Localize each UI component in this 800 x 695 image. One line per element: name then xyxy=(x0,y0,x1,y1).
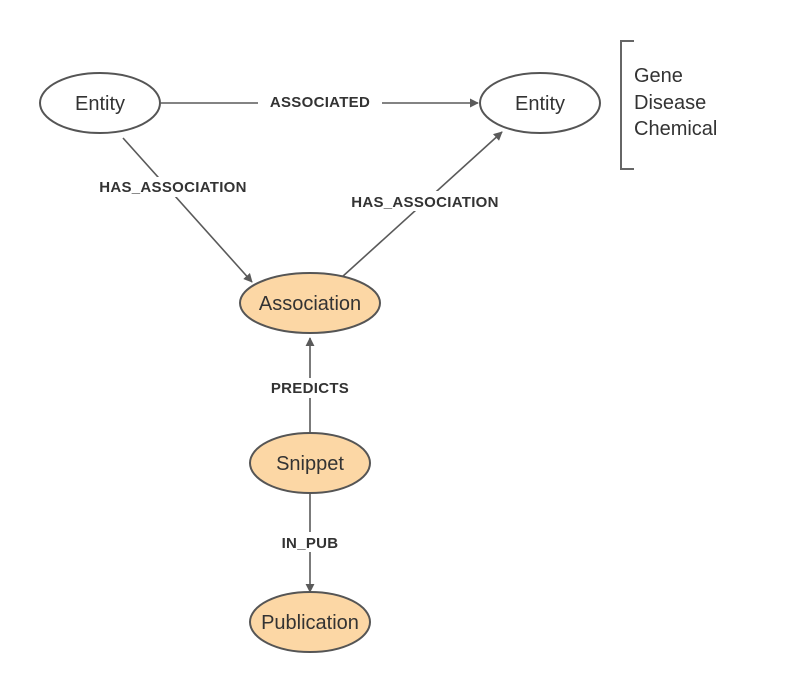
entity-type-legend: Gene Disease Chemical xyxy=(620,40,717,170)
edge-label-has-association-left: HAS_ASSOCIATION xyxy=(99,179,247,196)
edge-has-association-left: HAS_ASSOCIATION xyxy=(86,137,260,283)
node-label-entity-left: Entity xyxy=(75,93,125,115)
edge-predicts: PREDICTS xyxy=(262,337,358,432)
node-label-entity-right: Entity xyxy=(515,93,565,115)
node-label-association: Association xyxy=(259,293,361,315)
edge-label-predicts: PREDICTS xyxy=(271,380,349,397)
node-association: Association xyxy=(239,272,381,334)
edge-label-associated: ASSOCIATED xyxy=(270,94,370,111)
edge-associated: ASSOCIATED xyxy=(161,92,479,112)
entity-type-gene: Gene xyxy=(634,65,683,87)
legend-bracket xyxy=(620,40,634,170)
edge-in-pub: IN_PUB xyxy=(272,494,348,593)
node-publication: Publication xyxy=(249,591,371,653)
node-entity-right: Entity xyxy=(479,72,601,134)
node-label-publication: Publication xyxy=(261,612,359,634)
edge-label-in-pub: IN_PUB xyxy=(282,535,339,552)
node-label-snippet: Snippet xyxy=(276,453,344,475)
node-entity-left: Entity xyxy=(39,72,161,134)
entity-type-disease: Disease xyxy=(634,92,706,114)
node-snippet: Snippet xyxy=(249,432,371,494)
edge-has-association-right: HAS_ASSOCIATION xyxy=(338,131,512,278)
edge-label-has-association-right: HAS_ASSOCIATION xyxy=(351,194,499,211)
entity-type-chemical: Chemical xyxy=(634,118,717,140)
